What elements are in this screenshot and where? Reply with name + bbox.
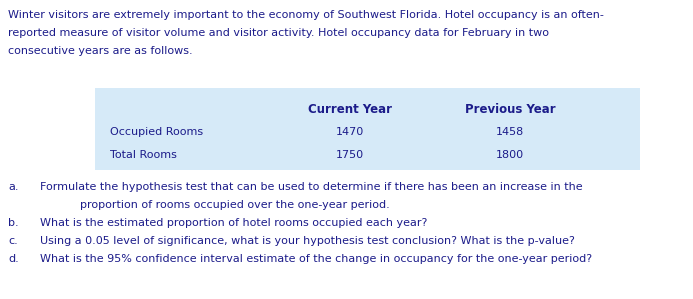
Text: Using a 0.05 level of significance, what is your hypothesis test conclusion? Wha: Using a 0.05 level of significance, what… <box>40 236 575 246</box>
Text: c.: c. <box>8 236 18 246</box>
Text: What is the estimated proportion of hotel rooms occupied each year?: What is the estimated proportion of hote… <box>40 218 428 228</box>
Text: d.: d. <box>8 254 19 264</box>
Text: 1750: 1750 <box>336 150 364 160</box>
Text: Formulate the hypothesis test that can be used to determine if there has been an: Formulate the hypothesis test that can b… <box>40 182 583 192</box>
FancyBboxPatch shape <box>95 88 640 170</box>
Text: 1800: 1800 <box>496 150 524 160</box>
Text: proportion of rooms occupied over the one-year period.: proportion of rooms occupied over the on… <box>80 200 389 210</box>
Text: Winter visitors are extremely important to the economy of Southwest Florida. Hot: Winter visitors are extremely important … <box>8 10 604 20</box>
Text: Previous Year: Previous Year <box>465 103 555 116</box>
Text: a.: a. <box>8 182 19 192</box>
Text: Occupied Rooms: Occupied Rooms <box>110 127 203 137</box>
Text: Total Rooms: Total Rooms <box>110 150 177 160</box>
Text: Current Year: Current Year <box>308 103 392 116</box>
Text: consecutive years are as follows.: consecutive years are as follows. <box>8 46 193 56</box>
Text: 1458: 1458 <box>496 127 524 137</box>
Text: b.: b. <box>8 218 19 228</box>
Text: 1470: 1470 <box>336 127 364 137</box>
Text: reported measure of visitor volume and visitor activity. Hotel occupancy data fo: reported measure of visitor volume and v… <box>8 28 549 38</box>
Text: What is the 95% confidence interval estimate of the change in occupancy for the : What is the 95% confidence interval esti… <box>40 254 592 264</box>
